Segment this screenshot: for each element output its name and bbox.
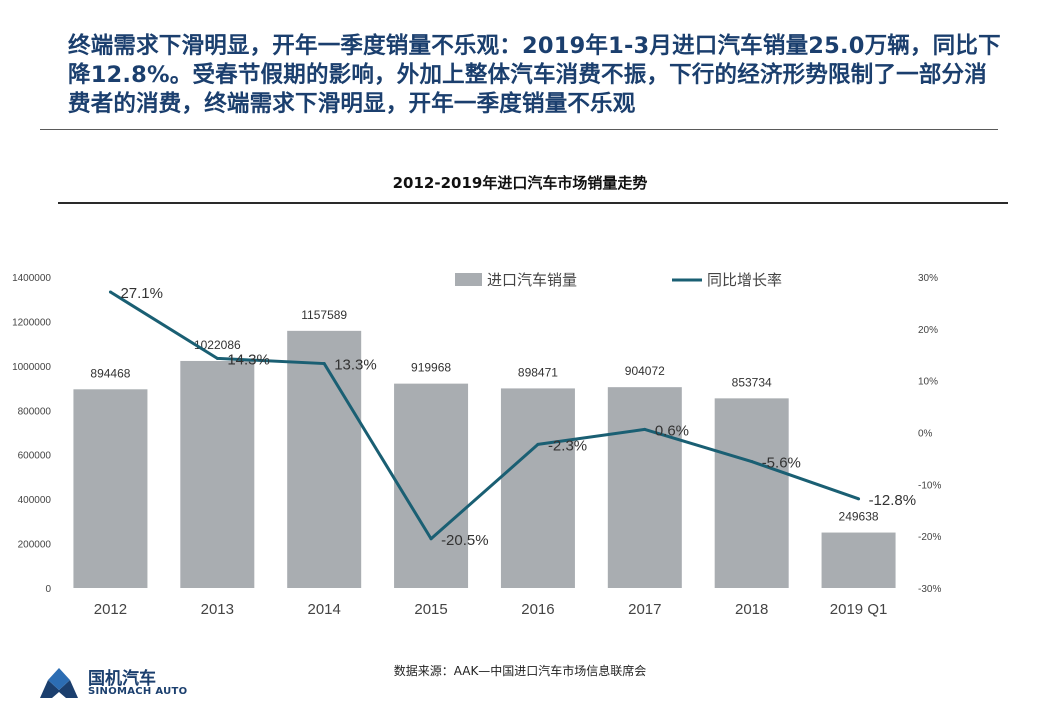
bar-value-label: 1022086 [194,338,241,352]
y-left-tick-label: 0 [45,584,51,595]
y-left-tick-label: 400000 [18,495,52,506]
growth-rate-label: 0.6% [655,422,689,439]
x-tick-label: 2012 [94,601,127,618]
growth-rate-point [322,362,326,366]
bar [287,330,362,588]
sinomach-logo-icon [40,668,78,698]
y-left-tick-label: 1400000 [12,273,51,284]
growth-rate-line [109,290,860,541]
data-source-note: 数据来源：AAK—中国进口汽车市场信息联席会 [393,664,647,678]
bar-value-label: 919968 [411,361,451,375]
headline-divider [40,129,998,130]
growth-rate-label: 14.3% [227,351,270,368]
growth-rate-point [857,497,861,501]
growth-rate-point [643,427,647,431]
growth-rate-label: -12.8% [869,492,917,509]
growth-rate-label: -20.5% [441,532,489,549]
x-tick-label: 2017 [628,601,661,618]
legend-label-bar: 进口汽车销量 [487,272,577,289]
x-tick-label: 2015 [414,601,447,618]
bar [821,532,896,588]
growth-rate-point [750,460,754,464]
x-tick-label: 2013 [201,601,234,618]
growth-rate-label: 13.3% [334,357,377,374]
bar [394,383,469,588]
bar [73,389,148,588]
bar-value-label: 1157589 [301,308,347,322]
growth-rate-label: -5.6% [762,455,801,472]
y-left-tick-label: 600000 [18,451,52,462]
company-logo: 国机汽车 SINOMACH AUTO [38,664,238,704]
growth-rate-point [429,537,433,541]
growth-rate-label: 27.1% [120,285,163,302]
y-right-tick-label: -30% [918,584,941,595]
growth-rate-point [215,356,219,360]
bar-value-label: 853734 [732,375,772,389]
y-left-tick-label: 1200000 [12,317,51,328]
x-tick-label: 2014 [308,601,341,618]
y-left-tick-label: 200000 [18,540,52,551]
bar-value-label: 904072 [625,364,665,378]
y-left-tick-label: 800000 [18,406,52,417]
x-tick-label: 2018 [735,601,768,618]
chart-title: 2012-2019年进口汽车市场销量走势 [392,174,648,192]
bar [714,398,789,588]
y-right-tick-label: -20% [918,532,941,543]
bar-value-label: 894468 [90,366,130,380]
bar [500,388,575,588]
logo-name-en: SINOMACH AUTO [88,686,188,697]
bar-value-label: 898471 [518,365,558,379]
growth-rate-label: -2.3% [548,437,587,454]
y-right-tick-label: 20% [918,325,938,336]
growth-rate-point [108,290,112,294]
y-right-tick-label: -10% [918,480,941,491]
x-tick-label: 2016 [521,601,554,618]
y-right-tick-label: 0% [918,429,933,440]
bar-value-label: 249638 [839,510,879,524]
x-tick-label: 2019 Q1 [830,601,888,618]
y-right-tick-label: 30% [918,273,938,284]
y-left-tick-label: 1000000 [12,362,51,373]
chart-title-divider [58,202,1008,204]
headline: 终端需求下滑明显，开年一季度销量不乐观：2019年1-3月进口汽车销量25.0万… [68,33,1001,117]
legend-swatch-bar [455,273,482,286]
growth-rate-point [536,442,540,446]
y-right-tick-label: 10% [918,377,938,388]
logo-name-cn: 国机汽车 [88,669,156,689]
bar [607,387,682,588]
bar [180,360,255,588]
legend-label-line: 同比增长率 [707,272,782,289]
